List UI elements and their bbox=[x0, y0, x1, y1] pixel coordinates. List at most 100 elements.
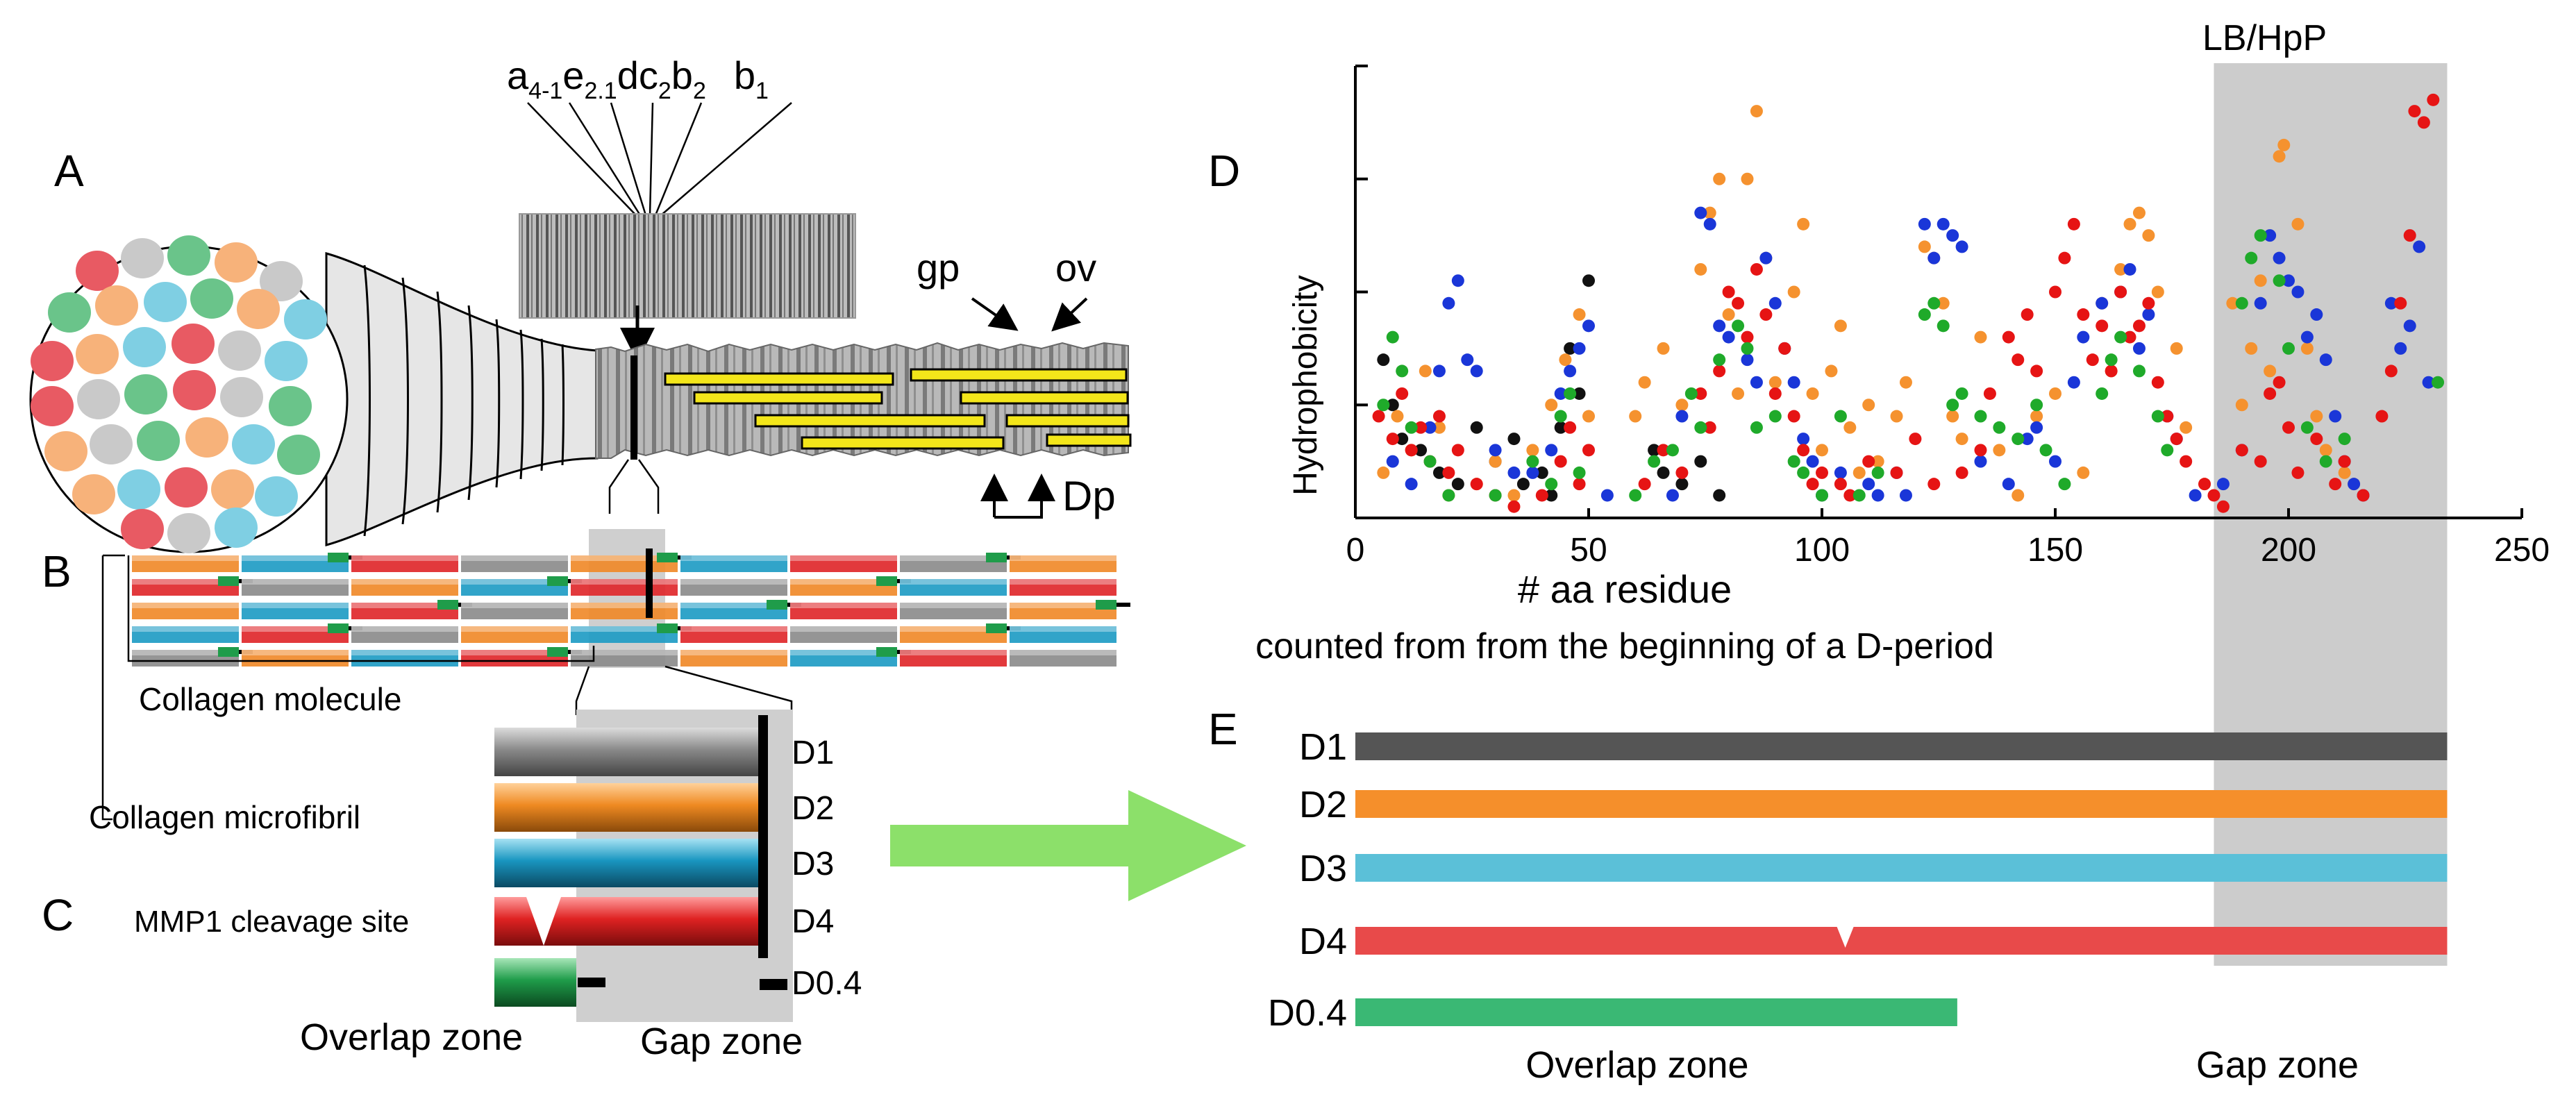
chart-point-D4 bbox=[2235, 444, 2248, 457]
chart-ylabel: Hydrophobicity bbox=[1287, 275, 1324, 495]
chart-point-D2 bbox=[2170, 342, 2183, 355]
chart-point-D04 bbox=[1386, 330, 1399, 344]
chart-point-D04 bbox=[1648, 455, 1661, 468]
ov-label: ov bbox=[1055, 246, 1096, 290]
microfibril-segment bbox=[680, 579, 787, 596]
microfibril-highlight bbox=[680, 650, 787, 655]
microfibril-segment bbox=[242, 650, 349, 667]
microfibril-segment bbox=[680, 626, 787, 643]
microfibril-highlight bbox=[351, 650, 458, 655]
zoom-lines-a-b bbox=[608, 459, 660, 514]
cross-section-fibril-circle bbox=[31, 386, 74, 426]
chart-point-D04 bbox=[1442, 489, 1455, 502]
chart-point-D04 bbox=[2282, 342, 2295, 355]
microfibril-short-segment bbox=[986, 553, 1007, 562]
chart-point-D2 bbox=[1787, 285, 1800, 299]
microfibril-short-segment bbox=[547, 576, 568, 586]
cross-section-fibril-circle bbox=[185, 417, 228, 458]
cross-section-fibril-circle bbox=[48, 292, 91, 333]
chart-point-D04 bbox=[2132, 365, 2146, 378]
chart-point-D04 bbox=[2030, 399, 2043, 412]
chart-point-D04 bbox=[1993, 421, 2006, 434]
cross-section-fibril-circle bbox=[190, 278, 233, 319]
chart-x-tick-label: 250 bbox=[2494, 532, 2550, 569]
microfibril-segment bbox=[132, 555, 239, 572]
chart-point-D2 bbox=[1703, 206, 1716, 219]
e-row-label-D2: D2 bbox=[1299, 784, 1347, 826]
microfibril-highlight bbox=[680, 626, 787, 632]
chart-point-D4 bbox=[1657, 444, 1670, 457]
microfibril-highlight bbox=[1010, 626, 1116, 632]
chart-point-D2 bbox=[1507, 489, 1521, 502]
microfibril-segment bbox=[242, 579, 349, 596]
chart-point-D4 bbox=[2132, 319, 2146, 333]
panel-b-highlight bbox=[589, 529, 665, 668]
cross-section-fibril-circle bbox=[72, 474, 115, 514]
chart-point-D2 bbox=[1750, 105, 1763, 118]
cross-section-fibril-circle bbox=[144, 282, 187, 322]
cross-section-fibril-circle bbox=[44, 431, 87, 471]
chart-point-D1 bbox=[1713, 489, 1726, 502]
microfibril-segment bbox=[900, 579, 1007, 596]
chart-point-D2 bbox=[1675, 399, 1689, 412]
chart-point-D4 bbox=[2123, 330, 2136, 344]
chart-point-D4 bbox=[1694, 387, 1707, 400]
chart-point-D1 bbox=[1554, 421, 1567, 434]
cross-section-fibril-circle bbox=[173, 370, 216, 410]
chart-point-D04 bbox=[1489, 489, 1502, 502]
mmp1-label: MMP1 cleavage site bbox=[134, 905, 409, 939]
microfibril-segment bbox=[1010, 555, 1116, 572]
chart-point-D2 bbox=[1713, 172, 1726, 185]
c-row-d4: D4 bbox=[494, 897, 834, 946]
chart-point-D04 bbox=[1937, 319, 1950, 333]
microfibril-highlight bbox=[242, 650, 349, 655]
chart-point-D3 bbox=[2264, 229, 2277, 242]
chart-point-D4 bbox=[1759, 308, 1773, 321]
chart-point-D4 bbox=[2417, 116, 2430, 129]
chart-point-D04 bbox=[1405, 421, 1418, 434]
chart-point-D1 bbox=[1377, 353, 1390, 367]
transition-arrow bbox=[890, 790, 1246, 901]
chart-point-D3 bbox=[1703, 217, 1716, 231]
chart-point-D4 bbox=[2329, 478, 2342, 491]
band-label-a: a bbox=[507, 53, 529, 97]
microfibril-highlight bbox=[461, 555, 568, 561]
chart-point-D4 bbox=[1787, 410, 1800, 423]
chart-point-D4 bbox=[1768, 387, 1782, 400]
chart-point-D04 bbox=[2319, 455, 2332, 468]
band-label-a-sub: 4-1 bbox=[528, 78, 562, 104]
chart-point-D4 bbox=[2310, 433, 2323, 446]
chart-point-D3 bbox=[1797, 433, 1810, 446]
chart-x-tick-label: 200 bbox=[2261, 532, 2316, 569]
chart-point-D3 bbox=[2403, 319, 2416, 333]
cross-section-fibril-circle bbox=[76, 251, 119, 291]
chart-point-D4 bbox=[2273, 376, 2286, 389]
chart-point-D2 bbox=[1768, 376, 1782, 389]
microfibril-short-segment bbox=[328, 623, 349, 633]
microfibril-segment bbox=[132, 603, 239, 619]
chart-point-D4 bbox=[1983, 387, 1996, 400]
chart-point-D4 bbox=[1722, 285, 1735, 299]
chart-point-D3 bbox=[1713, 319, 1726, 333]
chart-point-D3 bbox=[1946, 229, 1959, 242]
chart-point-D2 bbox=[2245, 342, 2258, 355]
chart-point-D04 bbox=[1396, 365, 1409, 378]
chart-point-D4 bbox=[1909, 433, 1922, 446]
microfibril-short-segment bbox=[547, 647, 568, 657]
chart-point-D4 bbox=[1535, 489, 1548, 502]
chart-point-D4 bbox=[1703, 421, 1716, 434]
microfibril-highlight bbox=[790, 626, 897, 632]
microfibril-highlight bbox=[900, 555, 1007, 561]
chart-point-D1 bbox=[1648, 444, 1661, 457]
e-bar-D4 bbox=[1355, 927, 2448, 955]
chart-point-D4 bbox=[2216, 500, 2230, 513]
chart-point-D3 bbox=[1526, 466, 1539, 479]
chart-point-D04 bbox=[1573, 466, 1586, 479]
chart-point-D3 bbox=[2254, 296, 2267, 310]
chart-point-D04 bbox=[1713, 353, 1726, 367]
chart-point-D2 bbox=[1559, 353, 1572, 367]
microfibril-short-segment bbox=[218, 647, 239, 657]
microfibril-short-segment bbox=[328, 553, 349, 562]
chart-point-D04 bbox=[1732, 319, 1745, 333]
chart-point-D2 bbox=[1732, 387, 1745, 400]
